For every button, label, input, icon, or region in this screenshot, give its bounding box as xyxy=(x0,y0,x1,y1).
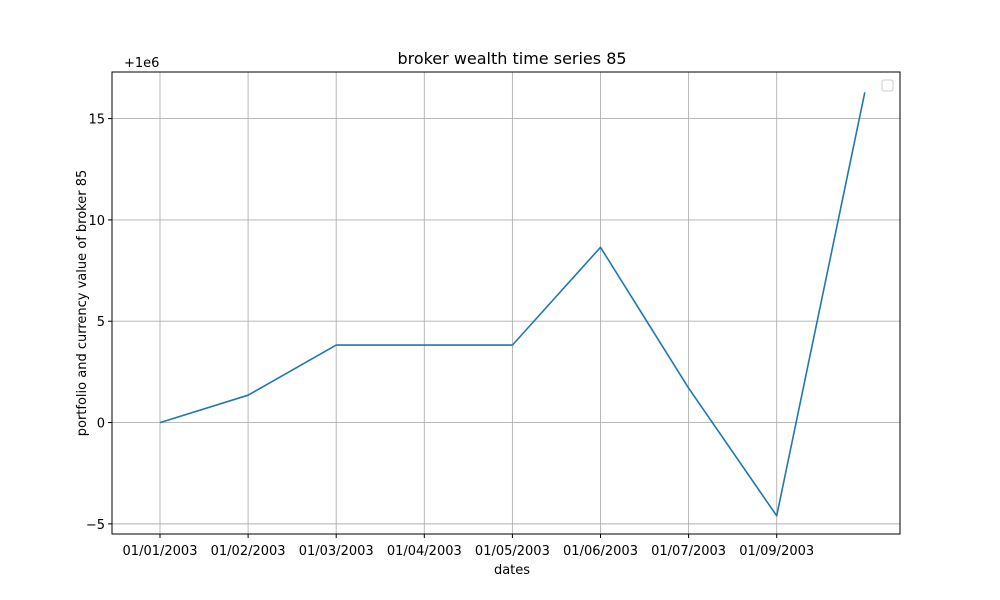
x-tick-label: 01/09/2003 xyxy=(739,544,814,559)
y-tick-label: 10 xyxy=(88,214,105,229)
y-tick-label: 0 xyxy=(97,417,105,432)
series-layer xyxy=(159,92,866,517)
x-tick-label: 01/06/2003 xyxy=(563,544,638,559)
y-tick-label: 5 xyxy=(97,315,105,330)
x-axis-label: dates xyxy=(494,563,530,578)
x-tick-label: 01/03/2003 xyxy=(299,544,374,559)
y-tick-label: 15 xyxy=(88,113,105,128)
x-tick-label: 01/01/2003 xyxy=(123,544,198,559)
chart-title: broker wealth time series 85 xyxy=(397,49,626,68)
grid-layer xyxy=(112,72,900,534)
series-line xyxy=(159,92,866,517)
x-tick-label: 01/04/2003 xyxy=(387,544,462,559)
y-tick-label: −5 xyxy=(86,518,105,533)
legend-box xyxy=(881,79,894,92)
x-tick-label: 01/07/2003 xyxy=(651,544,726,559)
x-tick-label: 01/02/2003 xyxy=(211,544,286,559)
tick-layer: 01/01/2003 01/02/2003 01/03/2003 01/04/2003… xyxy=(86,113,814,559)
y-offset-label: +1e6 xyxy=(124,56,159,71)
x-tick-label: 01/05/2003 xyxy=(475,544,550,559)
y-axis-label: portfolio and currency value of broker 8… xyxy=(75,170,90,437)
plot-area-frame xyxy=(111,71,901,535)
